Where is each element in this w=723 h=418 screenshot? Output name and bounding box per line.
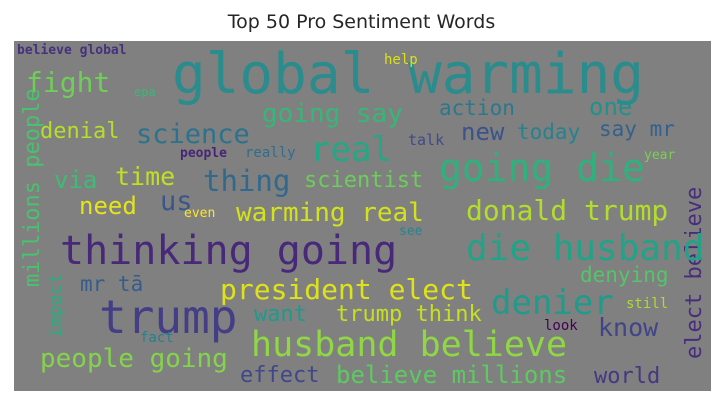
word-help: help xyxy=(384,52,418,68)
word-science: science xyxy=(136,119,250,150)
word-world: world xyxy=(594,364,661,389)
word-really: really xyxy=(245,145,296,161)
word-denier: denier xyxy=(491,283,614,323)
word-say-mr: say mr xyxy=(599,117,675,141)
word-real: real xyxy=(310,130,392,170)
word-even: even xyxy=(184,206,216,221)
word-elect-believe: elect believe xyxy=(682,186,707,359)
word-people-going: people going xyxy=(40,344,228,374)
word-husband-believe: husband believe xyxy=(251,325,568,365)
word-going-say: going say xyxy=(262,99,403,129)
word-thing: thing xyxy=(203,164,291,198)
word-going-die: going die xyxy=(439,146,645,190)
word-new: new xyxy=(461,118,505,146)
chart-title: Top 50 Pro Sentiment Words xyxy=(227,11,496,33)
word-today: today xyxy=(517,120,581,144)
word-need: need xyxy=(79,192,137,220)
word-action: action xyxy=(439,96,515,120)
word-fight: fight xyxy=(26,66,111,99)
word-die-husband: die husband xyxy=(466,228,705,269)
word-donald-trump: donald trump xyxy=(466,194,669,227)
word-want: want xyxy=(254,302,307,327)
word-still: still xyxy=(626,296,669,312)
word-year: year xyxy=(644,148,676,163)
word-people: people xyxy=(180,146,227,161)
word-warming-real: warming real xyxy=(236,198,424,228)
word-mr-ta: mr tā xyxy=(80,272,144,296)
word-via: via xyxy=(54,166,98,194)
word-millions-people: millions people xyxy=(20,88,45,287)
word-thinking-going: thinking going xyxy=(60,228,398,274)
word-president-elect: president elect xyxy=(220,273,473,306)
word-trump-think: trump think xyxy=(336,302,482,327)
word-one: one xyxy=(589,93,633,121)
word-believe-global: believe global xyxy=(17,43,127,58)
word-fact: fact xyxy=(140,330,174,346)
word-believe-millions: believe millions xyxy=(336,361,568,389)
word-see: see xyxy=(399,224,423,239)
word-look: look xyxy=(544,318,578,334)
word-denying: denying xyxy=(580,263,669,287)
word-scientist: scientist xyxy=(304,168,424,193)
word-effect: effect xyxy=(240,363,320,388)
word-cloud: global warming believe global help epa f… xyxy=(14,41,711,391)
word-know: know xyxy=(598,313,659,342)
word-impact: impact xyxy=(45,272,66,338)
word-global-warming: global warming xyxy=(172,42,645,107)
word-epa: epa xyxy=(134,85,156,99)
word-time: time xyxy=(115,162,176,191)
word-talk: talk xyxy=(408,131,445,149)
word-us: us xyxy=(160,186,193,217)
word-trump: trump xyxy=(99,290,238,344)
word-denial: denial xyxy=(40,119,120,144)
